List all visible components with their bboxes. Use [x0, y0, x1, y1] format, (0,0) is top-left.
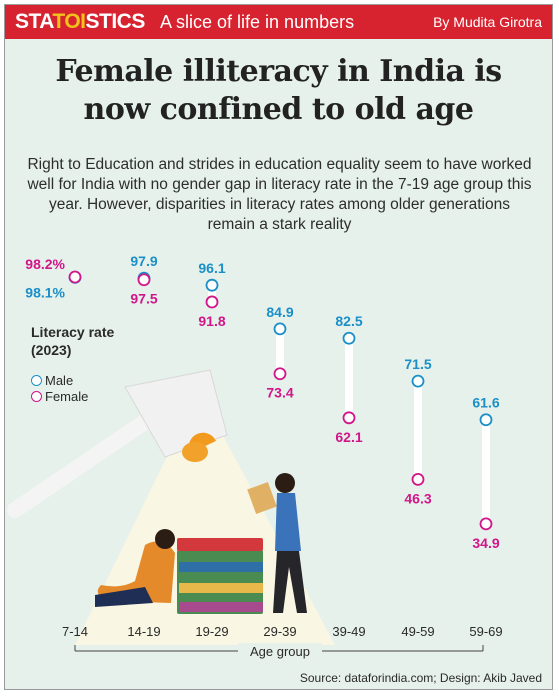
female-point-19-29: [205, 295, 219, 309]
tagline: A slice of life in numbers: [160, 12, 355, 32]
gap-bar-29-39: [276, 328, 284, 374]
female-label-19-29: 91.8: [198, 313, 225, 329]
x-tick-49-59: 49-59: [401, 624, 434, 639]
x-tick-29-39: 29-39: [263, 624, 296, 639]
female-point-7-14: [68, 270, 82, 284]
male-point-49-59: [411, 374, 425, 388]
female-label-29-39: 73.4: [266, 385, 293, 401]
title-line-1: Female illiteracy in India is: [55, 54, 502, 89]
subtitle: Right to Education and strides in educat…: [27, 156, 532, 233]
x-tick-39-49: 39-49: [332, 624, 365, 639]
male-label-19-29: 96.1: [198, 260, 225, 276]
male-point-59-69: [479, 413, 493, 427]
male-point-29-39: [273, 322, 287, 336]
x-axis-label: Age group: [250, 644, 310, 659]
title-line-2: now confined to old age: [83, 92, 474, 127]
female-point-49-59: [411, 473, 425, 486]
page-title: Female illiteracy in India is now confin…: [5, 53, 552, 129]
source-credit: Source: dataforindia.com; Design: Akib J…: [299, 671, 542, 685]
x-tick-19-29: 19-29: [195, 624, 228, 639]
x-tick-59-69: 59-69: [469, 624, 502, 639]
gap-bar-49-59: [414, 381, 422, 480]
lamp-arm: [7, 407, 163, 518]
header-banner: STATOISTICS A slice of life in numbers B…: [5, 5, 552, 39]
legend-title: Literacy rate (2023): [31, 324, 115, 358]
female-label-7-14: 98.2%: [25, 256, 65, 272]
male-label-59-69: 61.6: [472, 395, 499, 411]
female-point-14-19: [137, 273, 151, 287]
female-label-39-49: 62.1: [335, 429, 362, 445]
male-point-39-49: [342, 331, 356, 345]
female-point-29-39: [273, 367, 287, 381]
legend-female: Female: [31, 389, 88, 404]
reading-illustration: [7, 369, 335, 645]
byline: By Mudita Girotra: [433, 14, 542, 30]
gap-bar-59-69: [482, 419, 490, 524]
female-point-39-49: [342, 411, 356, 425]
gap-bar-39-49: [345, 338, 353, 418]
infographic-frame: STATOISTICS A slice of life in numbers B…: [4, 4, 553, 690]
x-tick-7-14: 7-14: [62, 624, 88, 639]
x-tick-14-19: 14-19: [127, 624, 160, 639]
girl-figure: [97, 541, 175, 603]
boy-figure: [275, 493, 301, 551]
male-dot-icon: [31, 375, 42, 386]
male-label-14-19: 97.9: [130, 253, 157, 269]
legend-male: Male: [31, 373, 73, 388]
male-label-7-14: 98.1%: [25, 284, 65, 300]
female-point-59-69: [479, 517, 493, 531]
female-label-49-59: 46.3: [404, 490, 431, 506]
brand-logo: STATOISTICS: [15, 10, 145, 33]
female-label-59-69: 34.9: [472, 535, 499, 551]
male-label-29-39: 84.9: [266, 304, 293, 320]
male-label-39-49: 82.5: [335, 313, 362, 329]
male-label-49-59: 71.5: [404, 356, 431, 372]
gap-bar-19-29: [208, 285, 216, 302]
literacy-chart: 98.1% 98.2% 97.9 97.5 96.1 91.8 84.9 73.4 82.5 62…: [7, 253, 503, 659]
female-label-14-19: 97.5: [130, 291, 157, 307]
male-point-19-29: [205, 278, 219, 292]
female-dot-icon: [31, 391, 42, 402]
